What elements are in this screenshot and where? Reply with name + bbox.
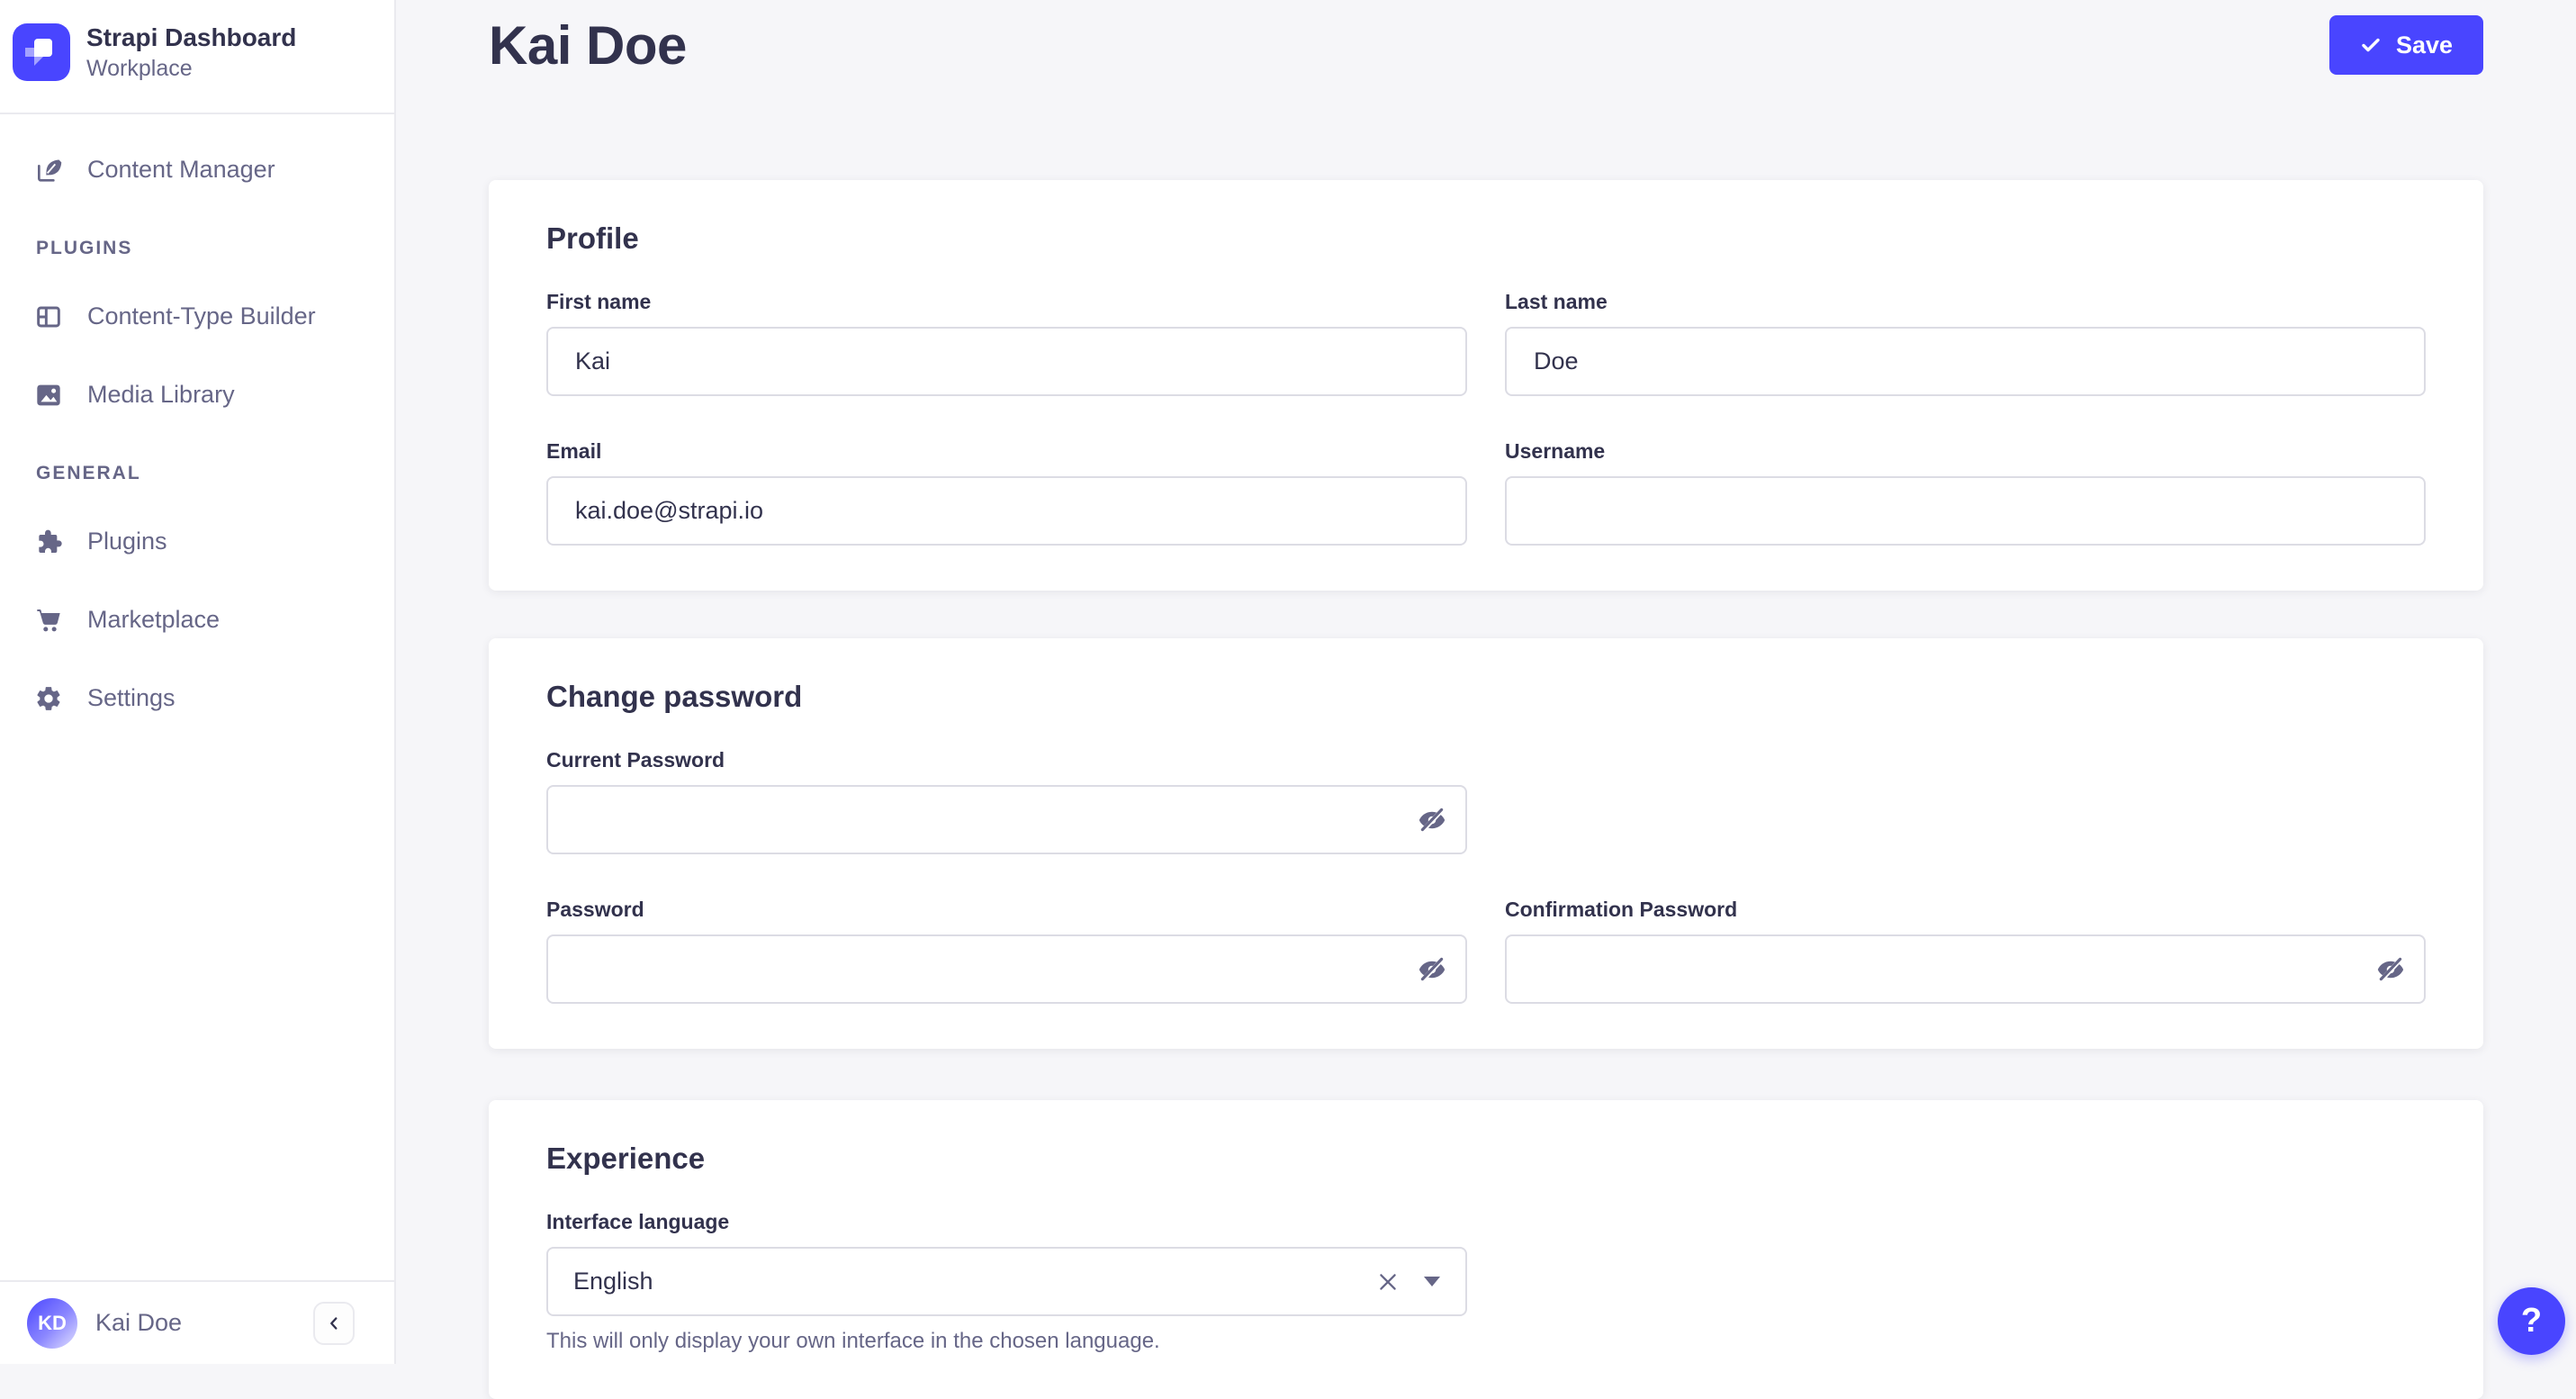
question-mark-icon: ? — [2520, 1302, 2543, 1340]
brand-text: Strapi Dashboard Workplace — [86, 23, 296, 82]
eye-off-icon — [1417, 805, 1447, 835]
workspace-title: Strapi Dashboard — [86, 23, 297, 51]
sidebar-item-label: Marketplace — [87, 606, 221, 633]
interface-language-value: English — [573, 1268, 653, 1295]
chevron-down-icon — [1424, 1277, 1440, 1286]
sidebar-item-marketplace[interactable]: Marketplace — [0, 581, 394, 659]
sidebar-item-media-library[interactable]: Media Library — [0, 356, 394, 434]
layout-icon — [34, 302, 63, 331]
username-field-group: Username — [1505, 439, 2426, 546]
sidebar-section-general: GENERAL — [36, 463, 141, 483]
first-name-field-group: First name — [546, 290, 1467, 396]
interface-language-hint: This will only display your own interfac… — [546, 1329, 1160, 1353]
toggle-password-visibility-button[interactable] — [1408, 945, 1456, 994]
password-input[interactable] — [546, 934, 1467, 1004]
sidebar-item-content-type-builder[interactable]: Content-Type Builder — [0, 277, 394, 356]
image-icon — [34, 381, 63, 410]
save-button-label: Save — [2395, 31, 2453, 59]
password-label: Password — [546, 898, 644, 921]
current-password-label: Current Password — [546, 748, 725, 772]
eye-off-icon — [2375, 954, 2406, 985]
toggle-current-password-visibility-button[interactable] — [1408, 796, 1456, 844]
confirmation-password-label: Confirmation Password — [1505, 898, 1738, 921]
sidebar-item-label: Settings — [87, 684, 176, 711]
sidebar: Strapi Dashboard Workplace Content Manag… — [0, 0, 396, 1364]
sidebar-footer: KD Kai Doe — [0, 1280, 394, 1364]
interface-language-label: Interface language — [546, 1210, 730, 1233]
grid-spacer — [1505, 748, 2426, 854]
eye-off-icon — [1417, 954, 1447, 985]
change-password-card: Change password Current Password — [489, 638, 2483, 1049]
page-header: Kai Doe Save — [489, 0, 2483, 90]
change-password-card-title: Change password — [546, 680, 803, 713]
feather-icon — [34, 156, 63, 185]
clear-selection-icon[interactable] — [1375, 1269, 1401, 1295]
experience-card: Experience Interface language English Th… — [489, 1100, 2483, 1399]
collapse-sidebar-button[interactable] — [313, 1301, 355, 1345]
sidebar-item-plugins[interactable]: Plugins — [0, 502, 394, 581]
main-content: Kai Doe Save Profile First name Last nam… — [396, 0, 2576, 1399]
sidebar-item-label: Content Manager — [87, 156, 275, 183]
strapi-logo-icon — [13, 23, 70, 81]
workspace-brand[interactable]: Strapi Dashboard Workplace — [0, 0, 394, 82]
save-button[interactable]: Save — [2328, 15, 2483, 75]
last-name-input[interactable] — [1505, 327, 2426, 396]
interface-language-field-group: Interface language English This will onl… — [546, 1210, 1467, 1354]
email-field-group: Email — [546, 439, 1467, 546]
confirmation-password-field-group: Confirmation Password — [1505, 898, 2426, 1004]
chevron-left-icon — [324, 1313, 344, 1333]
sidebar-item-settings[interactable]: Settings — [0, 659, 394, 737]
email-input[interactable] — [546, 476, 1467, 546]
sidebar-item-label: Media Library — [87, 381, 235, 408]
toggle-confirmation-password-visibility-button[interactable] — [2366, 945, 2415, 994]
help-button[interactable]: ? — [2498, 1287, 2565, 1355]
select-controls — [1375, 1269, 1440, 1295]
page-title: Kai Doe — [489, 14, 687, 76]
username-label: Username — [1505, 439, 1606, 463]
profile-form: First name Last name Email Username — [546, 290, 2426, 546]
experience-card-title: Experience — [546, 1142, 706, 1175]
sidebar-item-label: Plugins — [87, 528, 167, 555]
current-password-input[interactable] — [546, 785, 1467, 854]
interface-language-select[interactable]: English — [546, 1247, 1467, 1316]
puzzle-icon — [34, 528, 63, 556]
last-name-field-group: Last name — [1505, 290, 2426, 396]
profile-card: Profile First name Last name Email Usern… — [489, 180, 2483, 591]
workspace-subtitle: Workplace — [86, 55, 193, 81]
confirmation-password-input[interactable] — [1505, 934, 2426, 1004]
sidebar-item-label: Content-Type Builder — [87, 302, 316, 329]
gear-icon — [34, 684, 63, 713]
user-name: Kai Doe — [95, 1309, 183, 1336]
sidebar-nav: Content Manager PLUGINS Content-Type Bui… — [0, 114, 394, 737]
check-icon — [2360, 34, 2382, 56]
avatar[interactable]: KD — [27, 1297, 77, 1349]
cart-icon — [34, 606, 63, 635]
current-password-field-group: Current Password — [546, 748, 1467, 854]
new-password-field-group: Password — [546, 898, 1467, 1004]
sidebar-section-plugins: PLUGINS — [36, 238, 133, 258]
profile-card-title: Profile — [546, 221, 639, 255]
username-input[interactable] — [1505, 476, 2426, 546]
first-name-input[interactable] — [546, 327, 1467, 396]
email-label: Email — [546, 439, 602, 463]
experience-form: Interface language English This will onl… — [546, 1210, 2426, 1354]
sidebar-brand-section: Strapi Dashboard Workplace — [0, 0, 394, 114]
first-name-label: First name — [546, 290, 652, 313]
last-name-label: Last name — [1505, 290, 1608, 313]
sidebar-item-content-manager[interactable]: Content Manager — [0, 131, 394, 209]
password-form: Current Password — [546, 748, 2426, 1004]
